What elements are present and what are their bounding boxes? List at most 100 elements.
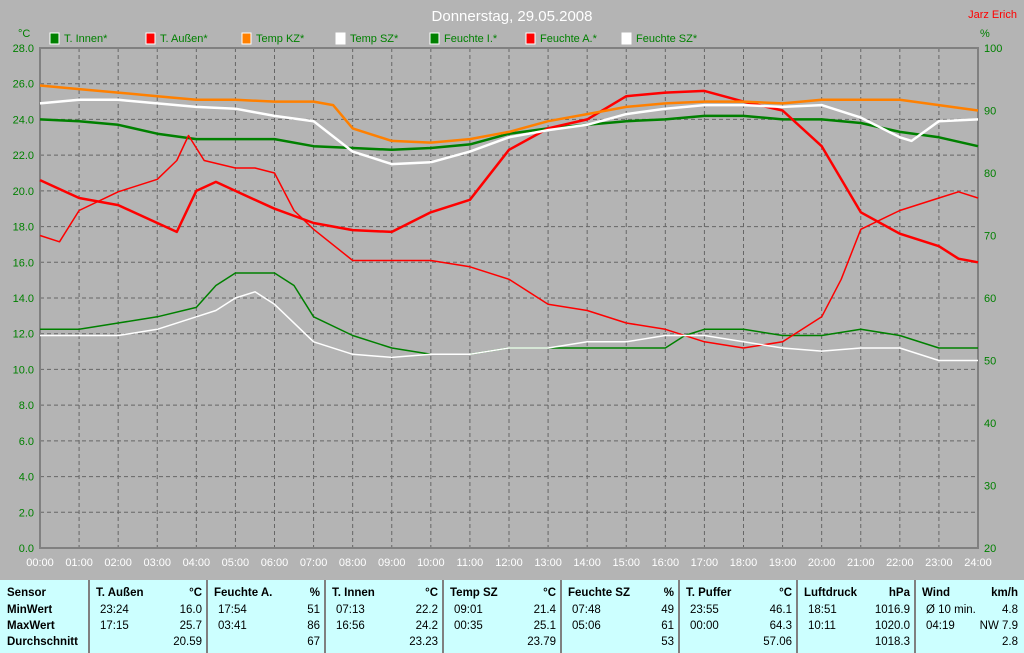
cell-unit: %: [663, 587, 674, 599]
y-tick-right: 100: [984, 43, 1002, 55]
legend-label: Feuchte I.*: [444, 33, 498, 45]
row-label: Sensor: [7, 587, 46, 599]
cell-name: Luftdruck: [804, 587, 858, 599]
cell-max-time: 17:15: [100, 620, 129, 632]
cell-min-time: 07:13: [336, 604, 365, 616]
cell-name: Wind: [922, 587, 950, 599]
right-axis-unit: %: [980, 28, 990, 40]
cell-max-time: 10:11: [808, 620, 836, 632]
cell-min-time: 07:48: [572, 604, 601, 616]
cell-avg: 20.59: [173, 636, 202, 648]
y-tick-left: 2.0: [19, 507, 34, 519]
table-column: Temp SZ °C 09:01 21.4 00:35 25.1 23.79: [442, 580, 562, 653]
x-tick: 23:00: [925, 557, 953, 569]
x-tick: 03:00: [143, 557, 171, 569]
cell-min: 51: [307, 604, 320, 616]
cell-min: 46.1: [769, 604, 792, 616]
x-tick: 01:00: [65, 557, 93, 569]
row-label: MaxWert: [7, 620, 55, 632]
cell-avg: 2.8: [1002, 636, 1018, 648]
plot-frame: [39, 47, 979, 549]
cell-max-time: 00:00: [690, 620, 719, 632]
cell-max-time: 05:06: [572, 620, 601, 632]
y-tick-left: 6.0: [19, 436, 34, 448]
table-column: Luftdruck hPa 18:51 1016.9 10:11 1020.0 1018.3: [796, 580, 916, 653]
cell-unit: %: [309, 587, 320, 599]
cell-avg: 23.79: [527, 636, 556, 648]
x-tick: 17:00: [691, 557, 719, 569]
y-tick-left: 24.0: [13, 114, 34, 126]
series-line-2: [39, 84, 979, 144]
cell-min-time: 18:51: [808, 604, 837, 616]
cell-min-time: 23:55: [690, 604, 719, 616]
y-tick-left: 26.0: [13, 79, 34, 91]
y-tick-left: 14.0: [13, 293, 34, 305]
y-tick-left: 0.0: [19, 543, 34, 555]
cell-name: T. Innen: [332, 587, 375, 599]
x-tick: 02:00: [104, 557, 132, 569]
chart-title: Donnerstag, 29.05.2008: [432, 8, 593, 25]
x-tick: 13:00: [534, 557, 562, 569]
cell-unit: °C: [189, 587, 202, 599]
cell-min: 49: [661, 604, 674, 616]
cell-name: Feuchte A.: [214, 587, 273, 599]
y-tick-left: 20.0: [13, 186, 34, 198]
cell-avg: 53: [661, 636, 674, 648]
x-tick: 21:00: [847, 557, 875, 569]
table-column: T. Innen °C 07:13 22.2 16:56 24.2 23.23: [324, 580, 444, 653]
chart: Donnerstag, 29.05.2008 Jarz Erich °C % T. In…: [13, 8, 1017, 569]
x-tick: 07:00: [300, 557, 328, 569]
cell-max-time: 03:41: [218, 620, 247, 632]
cell-max-time: 00:35: [454, 620, 483, 632]
left-axis-unit: °C: [18, 28, 30, 40]
x-tick: 04:00: [183, 557, 211, 569]
cell-avg: 57.06: [763, 636, 792, 648]
legend-swatch: [429, 32, 440, 45]
cell-min: 4.8: [1002, 604, 1018, 616]
cell-max: 25.7: [179, 620, 202, 632]
cell-avg: 1018.3: [874, 636, 910, 648]
cell-unit: km/h: [991, 587, 1018, 599]
y-tick-left: 10.0: [13, 364, 34, 376]
cell-min: 21.4: [533, 604, 556, 616]
y-tick-right: 60: [984, 293, 996, 305]
series-line-0: [39, 114, 979, 152]
table-column: T. Puffer °C 23:55 46.1 00:00 64.3 57.06: [678, 580, 798, 653]
series-line-3: [39, 98, 979, 166]
table-column: Wind km/h Ø 10 min. 4.8 04:19 NW 7.9 2.8: [914, 580, 1024, 653]
x-tick: 14:00: [573, 557, 601, 569]
row-label: MinWert: [7, 604, 53, 616]
legend-swatch: [525, 32, 536, 45]
y-tick-right: 70: [984, 231, 996, 243]
cell-name: T. Puffer: [686, 587, 732, 599]
row-label: Durchschnitt: [7, 636, 78, 648]
cell-unit: °C: [543, 587, 556, 599]
cell-min-time: 09:01: [454, 604, 483, 616]
y-tick-right: 40: [984, 418, 996, 430]
cell-max: 1020.0: [874, 620, 910, 632]
cell-max: NW 7.9: [979, 620, 1018, 632]
cell-name: T. Außen: [96, 587, 144, 599]
cell-unit: °C: [425, 587, 438, 599]
legend-swatch: [145, 32, 156, 45]
cell-name: Feuchte SZ: [568, 587, 630, 599]
legend-label: Feuchte A.*: [540, 33, 598, 45]
cell-max: 64.3: [769, 620, 792, 632]
y-tick-right: 30: [984, 481, 996, 493]
table-column: Feuchte SZ% 07:48 49 05:06 61 53: [560, 580, 680, 653]
x-tick: 09:00: [378, 557, 406, 569]
y-tick-left: 28.0: [13, 43, 34, 55]
cell-min-time: 23:24: [100, 604, 129, 616]
x-tick: 20:00: [808, 557, 836, 569]
y-tick-right: 20: [984, 543, 996, 555]
legend-label: T. Innen*: [64, 33, 108, 45]
cell-min: 22.2: [415, 604, 438, 616]
x-tick: 24:00: [964, 557, 992, 569]
table-column: Feuchte A.% 17:54 51 03:41 86 67: [206, 580, 326, 653]
cell-max: 25.1: [533, 620, 556, 632]
y-tick-right: 90: [984, 106, 996, 118]
cell-avg: 67: [307, 636, 320, 648]
y-tick-left: 12.0: [13, 329, 34, 341]
x-tick: 15:00: [612, 557, 640, 569]
table-column: T. Außen °C 23:24 16.0 17:15 25.7 20.59: [88, 580, 208, 653]
